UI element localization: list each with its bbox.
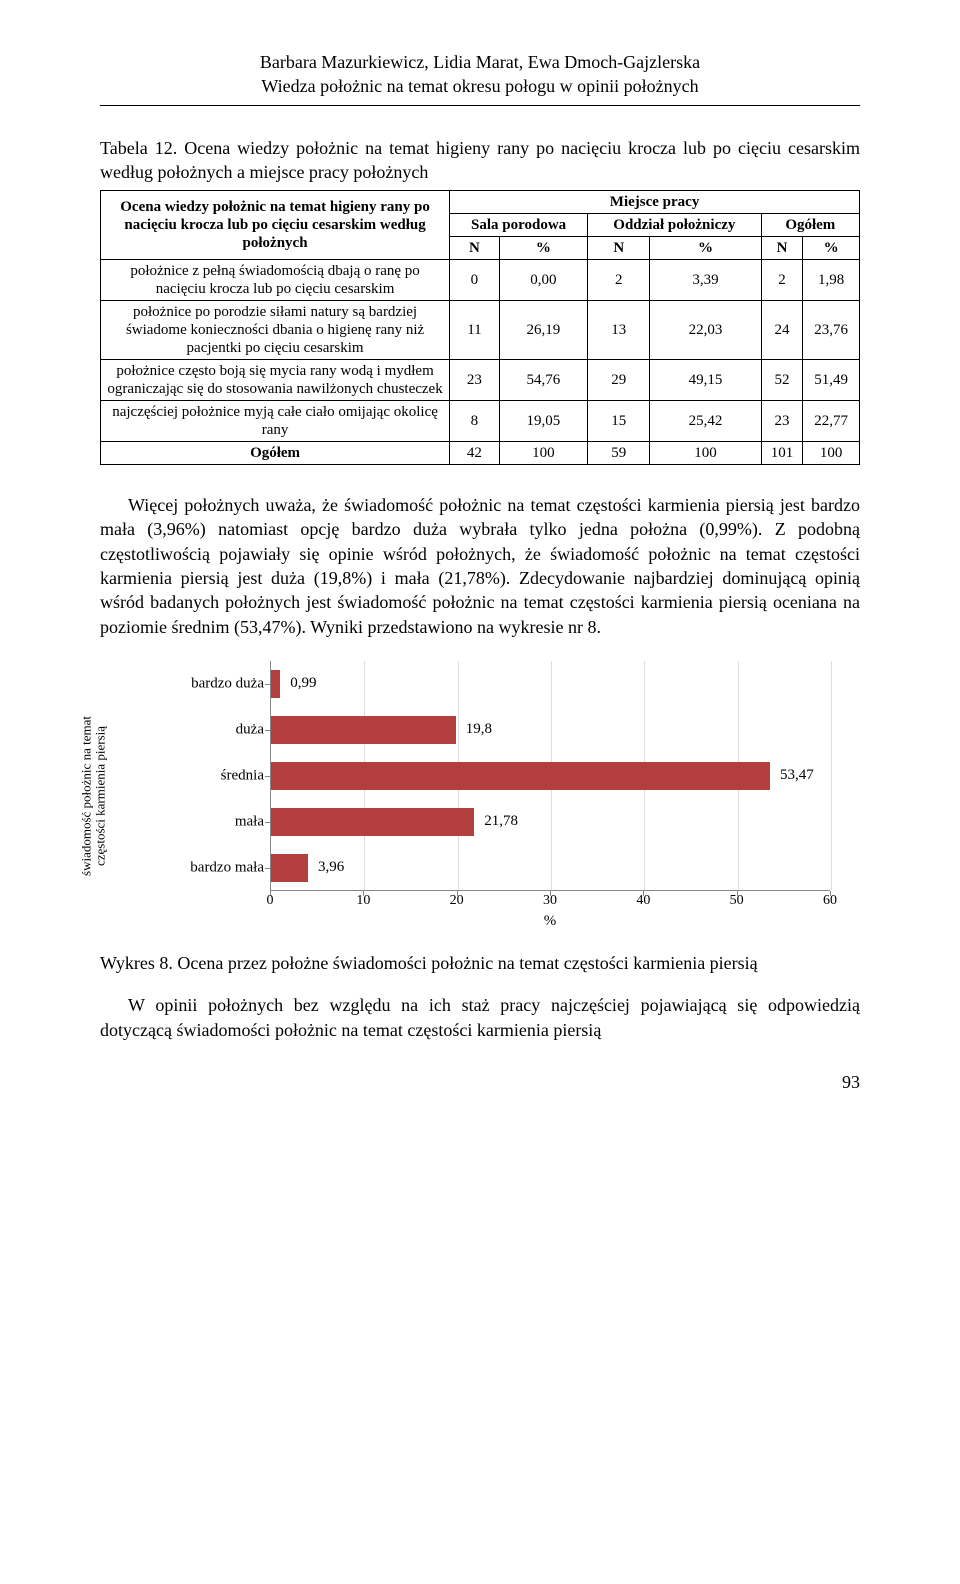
row-label: położnice z pełną świadomością dbają o r… <box>101 260 450 301</box>
cell: 11 <box>450 301 500 360</box>
total-label: Ogółem <box>101 442 450 465</box>
table-row: najczęściej położnice myją całe ciało om… <box>101 401 860 442</box>
chart-x-tick-label: 60 <box>823 893 837 909</box>
col-oddzial: Oddział położniczy <box>588 214 762 237</box>
chart-x-tick-label: 30 <box>543 893 557 909</box>
cell: 59 <box>588 442 650 465</box>
chart-x-tick-label: 40 <box>636 893 650 909</box>
table-caption: Tabela 12. Ocena wiedzy położnic na tema… <box>100 136 860 185</box>
cell: 2 <box>761 260 803 301</box>
chart-bar <box>271 854 308 882</box>
chart-category-label: bardzo duża <box>154 675 264 692</box>
page-number: 93 <box>100 1072 860 1093</box>
sub-n: N <box>761 237 803 260</box>
chart-bar <box>271 762 770 790</box>
cell: 24 <box>761 301 803 360</box>
chart-bar-row: 0,99 <box>271 670 316 698</box>
chart-y-tick <box>265 776 270 777</box>
data-table: Ocena wiedzy położnic na temat higieny r… <box>100 190 860 465</box>
cell: 52 <box>761 360 803 401</box>
cell: 51,49 <box>803 360 860 401</box>
cell: 23,76 <box>803 301 860 360</box>
chart-y-tick <box>265 684 270 685</box>
row-label: położnice często boją się mycia rany wod… <box>101 360 450 401</box>
chart-bar <box>271 716 456 744</box>
chart-y-tick <box>265 822 270 823</box>
chart-y-tick <box>265 868 270 869</box>
page-header: Barbara Mazurkiewicz, Lidia Marat, Ewa D… <box>100 50 860 106</box>
paragraph-1: Więcej położnych uważa, że świadomość po… <box>100 493 860 639</box>
cell: 29 <box>588 360 650 401</box>
paragraph-2: W opinii położnych bez względu na ich st… <box>100 993 860 1042</box>
cell: 1,98 <box>803 260 860 301</box>
cell: 100 <box>499 442 587 465</box>
cell: 100 <box>803 442 860 465</box>
cell: 3,39 <box>650 260 761 301</box>
sub-pct: % <box>499 237 587 260</box>
row-label: położnice po porodzie siłami natury są b… <box>101 301 450 360</box>
chart-bar-value: 19,8 <box>466 721 492 738</box>
chart-bar-value: 21,78 <box>484 813 518 830</box>
col-ogolem: Ogółem <box>761 214 859 237</box>
sub-pct: % <box>650 237 761 260</box>
col-sala: Sala porodowa <box>450 214 588 237</box>
table-row: położnice po porodzie siłami natury są b… <box>101 301 860 360</box>
cell: 0,00 <box>499 260 587 301</box>
cell: 42 <box>450 442 500 465</box>
chart-bar-value: 3,96 <box>318 859 344 876</box>
figure-caption: Wykres 8. Ocena przez położne świadomośc… <box>100 951 860 975</box>
chart-y-axis-label: świadomość położnic na temat częstości k… <box>80 716 109 876</box>
sub-n: N <box>450 237 500 260</box>
chart-x-tick-label: 50 <box>730 893 744 909</box>
cell: 25,42 <box>650 401 761 442</box>
sub-n: N <box>588 237 650 260</box>
cell: 49,15 <box>650 360 761 401</box>
chart-plot-area: 0,99 19,8 53,47 21,78 3,96 <box>270 661 830 891</box>
cell: 100 <box>650 442 761 465</box>
sub-pct: % <box>803 237 860 260</box>
cell: 22,77 <box>803 401 860 442</box>
chart-y-tick <box>265 730 270 731</box>
chart-bar <box>271 670 280 698</box>
header-title: Wiedza położnic na temat okresu połogu w… <box>100 74 860 98</box>
chart-x-tick-label: 0 <box>267 893 274 909</box>
chart-category-label: średnia <box>154 767 264 784</box>
cell: 22,03 <box>650 301 761 360</box>
header-authors: Barbara Mazurkiewicz, Lidia Marat, Ewa D… <box>100 50 860 74</box>
chart-category-label: duża <box>154 721 264 738</box>
chart-gridline <box>831 661 832 890</box>
top-header: Miejsce pracy <box>450 191 860 214</box>
chart-bar <box>271 808 474 836</box>
cell: 23 <box>761 401 803 442</box>
cell: 19,05 <box>499 401 587 442</box>
cell: 26,19 <box>499 301 587 360</box>
chart-bar-row: 21,78 <box>271 808 518 836</box>
chart-x-tick-label: 20 <box>450 893 464 909</box>
bar-chart: świadomość położnic na temat częstości k… <box>100 651 860 941</box>
chart-bar-row: 3,96 <box>271 854 344 882</box>
table-row: położnice często boją się mycia rany wod… <box>101 360 860 401</box>
cell: 2 <box>588 260 650 301</box>
chart-bar-row: 53,47 <box>271 762 814 790</box>
cell: 101 <box>761 442 803 465</box>
row-label: najczęściej położnice myją całe ciało om… <box>101 401 450 442</box>
cell: 15 <box>588 401 650 442</box>
chart-category-label: bardzo mała <box>154 859 264 876</box>
cell: 54,76 <box>499 360 587 401</box>
cell: 23 <box>450 360 500 401</box>
chart-x-axis-label: % <box>270 913 830 930</box>
table-total-row: Ogółem4210059100101100 <box>101 442 860 465</box>
chart-bar-value: 53,47 <box>780 767 814 784</box>
cell: 8 <box>450 401 500 442</box>
cell: 0 <box>450 260 500 301</box>
row-header: Ocena wiedzy położnic na temat higieny r… <box>101 191 450 260</box>
chart-bar-row: 19,8 <box>271 716 492 744</box>
chart-bar-value: 0,99 <box>290 675 316 692</box>
chart-x-tick-label: 10 <box>356 893 370 909</box>
chart-category-label: mała <box>154 813 264 830</box>
table-row: położnice z pełną świadomością dbają o r… <box>101 260 860 301</box>
cell: 13 <box>588 301 650 360</box>
